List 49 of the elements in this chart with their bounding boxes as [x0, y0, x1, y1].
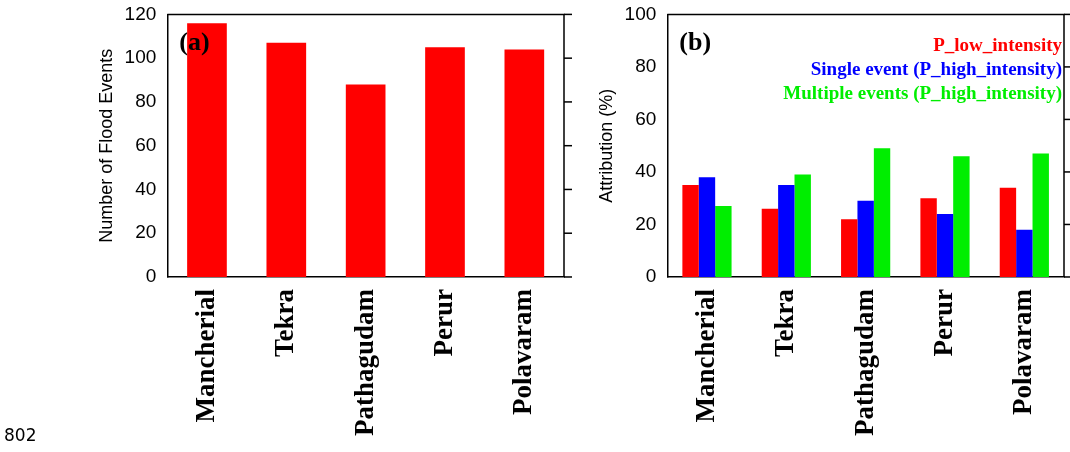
y-tick-label: 0 — [645, 265, 657, 287]
bar — [873, 148, 891, 277]
text: Single event (P_high_intensity) — [810, 57, 1062, 80]
bar — [1032, 153, 1049, 277]
x-tick-label: Tekra — [769, 288, 800, 357]
bar — [778, 185, 795, 277]
x-tick-label: Pathagudam — [848, 288, 879, 437]
y-tick-label: 80 — [635, 55, 657, 77]
bar — [345, 84, 386, 277]
x-tick-label: Tekra — [269, 288, 300, 357]
text: 802 — [4, 425, 37, 445]
y-axis-title: Attribution (%) — [595, 88, 616, 203]
annotation: (b) — [679, 27, 712, 57]
x-tick-label: Perur — [427, 288, 458, 357]
bar — [794, 174, 811, 277]
y-tick-label: 60 — [635, 107, 657, 129]
text: P_low_intensity — [933, 33, 1063, 55]
y-tick-label: 20 — [135, 221, 157, 243]
x-tick-label: Mancherial — [189, 288, 220, 423]
bar — [920, 198, 937, 277]
bar — [1016, 229, 1033, 277]
bar — [953, 156, 970, 277]
y-tick-label: 80 — [135, 90, 157, 112]
y-tick-label: 40 — [635, 160, 657, 182]
y-tick-label: 60 — [135, 133, 157, 155]
x-tick-label: Polavaram — [1007, 288, 1038, 415]
y-tick-label: 100 — [624, 2, 657, 24]
x-tick-label: Pathagudam — [348, 288, 379, 437]
y-tick-label: 20 — [635, 212, 657, 234]
bar — [999, 187, 1017, 277]
bar — [715, 206, 732, 277]
bar — [857, 200, 874, 277]
x-tick-label: Perur — [927, 288, 958, 357]
text: Multiple events (P_high_intensity) — [783, 81, 1062, 104]
bar — [425, 47, 465, 277]
bar — [266, 42, 307, 277]
y-axis-title: Number of Flood Events — [95, 48, 116, 243]
bar — [761, 208, 779, 277]
x-tick-label: Mancherial — [689, 288, 720, 423]
bar — [698, 177, 716, 277]
x-tick-label: Polavaram — [507, 288, 538, 415]
y-tick-label: 0 — [145, 265, 157, 287]
y-tick-label: 100 — [124, 46, 157, 68]
y-tick-label: 120 — [124, 2, 157, 24]
bar — [682, 185, 699, 277]
bar — [936, 213, 954, 277]
bar — [841, 219, 858, 277]
bar — [504, 49, 545, 277]
y-tick-label: 40 — [135, 177, 157, 199]
